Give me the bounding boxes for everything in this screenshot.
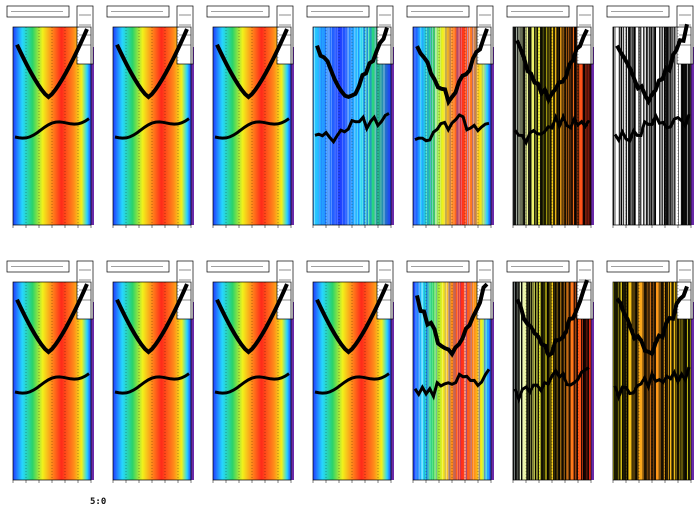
colour-scale: [191, 47, 194, 225]
panel-2-7: [605, 260, 695, 490]
colour-scale: [91, 47, 94, 225]
curve-upper: [615, 23, 689, 106]
panel-svg: [606, 260, 694, 483]
curve-upper: [15, 28, 89, 100]
panel-svg: [6, 260, 94, 483]
curve-upper: [315, 283, 389, 355]
curve-lower: [613, 366, 691, 402]
curve-lower: [314, 112, 390, 145]
curve-lower: [413, 368, 491, 401]
curve-lower: [214, 117, 290, 140]
curve-lower: [114, 372, 190, 395]
panel-svg: [306, 5, 394, 228]
colour-scale: [491, 47, 494, 225]
panel-svg: [206, 5, 294, 228]
panel-svg: [406, 260, 494, 483]
colour-scale: [191, 302, 194, 480]
panel-svg: [606, 5, 694, 228]
panel-2-2: [105, 260, 195, 490]
colour-scale: [591, 302, 594, 480]
curve-upper: [515, 279, 589, 359]
panel-svg: [206, 260, 294, 483]
colour-scale: [691, 47, 694, 225]
curve-upper: [515, 28, 589, 105]
curve-upper: [115, 28, 189, 100]
panel-svg: [406, 5, 494, 228]
panel-1-3: [205, 5, 295, 235]
curve-upper: [415, 282, 489, 358]
panel-svg: [106, 260, 194, 483]
panel-2-4: [305, 260, 395, 490]
panel-1-5: [405, 5, 495, 235]
curve-upper: [215, 283, 289, 355]
curve-lower: [114, 117, 190, 140]
panel-svg: [6, 5, 94, 228]
curve-lower: [513, 112, 591, 147]
panel-1-4: [305, 5, 395, 235]
curve-lower: [14, 117, 90, 140]
colour-scale: [491, 302, 494, 480]
panel-2-1: [5, 260, 95, 490]
panel-svg: [306, 260, 394, 483]
colour-scale: [91, 302, 94, 480]
curve-upper: [315, 27, 389, 100]
curve-upper: [215, 28, 289, 100]
curve-lower: [14, 372, 90, 395]
panel-2-6: [505, 260, 595, 490]
panel-svg: [106, 5, 194, 228]
curve-lower: [414, 113, 490, 143]
curve-upper: [15, 283, 89, 355]
curve-lower: [214, 372, 290, 395]
colour-scale: [391, 302, 394, 480]
panel-1-1: [5, 5, 95, 235]
footer-label: 5:0: [90, 497, 107, 507]
panel-1-6: [505, 5, 595, 235]
curve-lower: [314, 372, 390, 395]
panel-2-3: [205, 260, 295, 490]
curve-upper: [115, 283, 189, 355]
curve-upper: [415, 28, 489, 107]
panel-1-2: [105, 5, 195, 235]
colour-scale: [291, 47, 294, 225]
panel-2-5: [405, 260, 495, 490]
colour-scale: [291, 302, 294, 480]
colour-scale: [691, 302, 694, 480]
panel-svg: [506, 260, 594, 483]
curve-upper: [615, 285, 689, 357]
colour-scale: [391, 47, 394, 225]
curve-lower: [613, 111, 691, 144]
curve-lower: [513, 366, 590, 404]
colour-scale: [591, 47, 594, 225]
panel-svg: [506, 5, 594, 228]
panel-1-7: [605, 5, 695, 235]
